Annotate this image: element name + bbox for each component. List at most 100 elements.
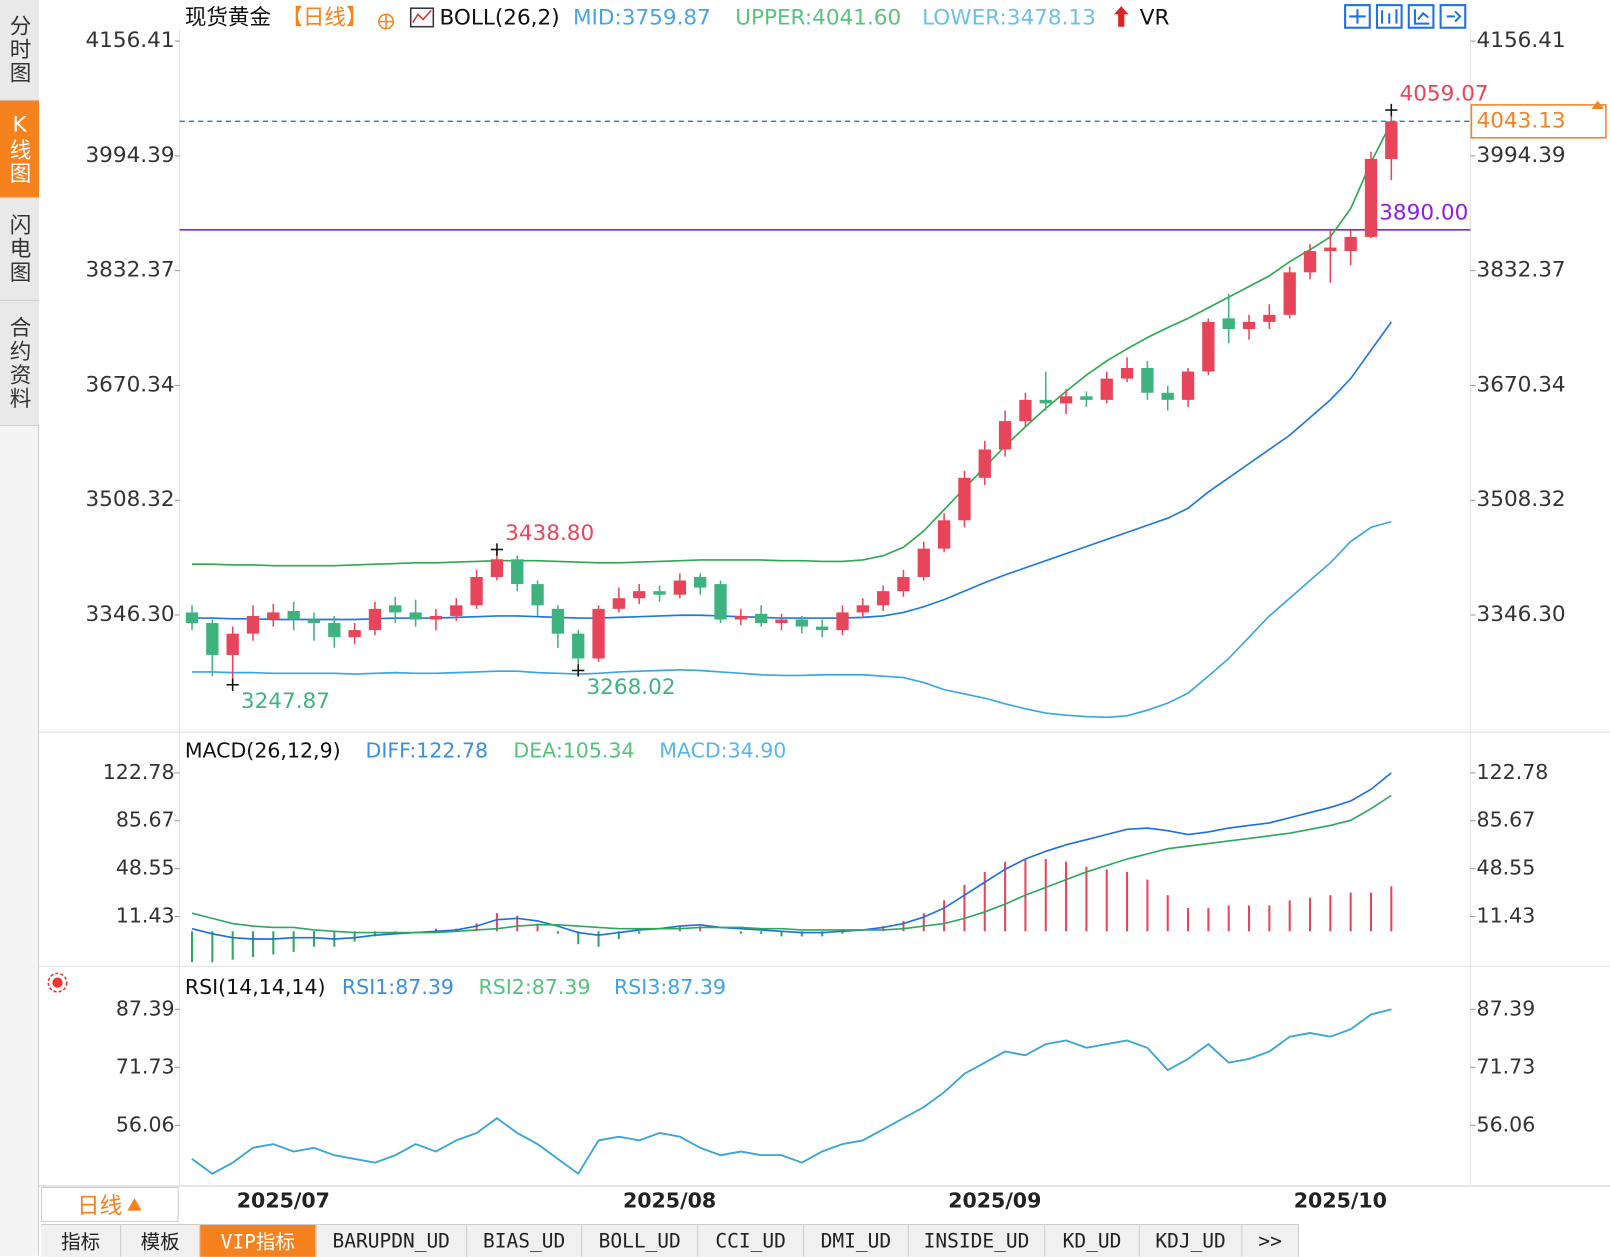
settings-icon[interactable] [47, 972, 68, 993]
y-tick-label: 3346.30 [85, 602, 174, 627]
tab[interactable]: BARUPDN_UD [316, 1224, 468, 1257]
tab[interactable]: KD_UD [1045, 1224, 1140, 1257]
side-tab[interactable]: 合约资料 [0, 300, 40, 427]
candle-body [1141, 367, 1154, 393]
candle-body [450, 605, 463, 616]
candle-body [185, 612, 199, 624]
legend-rsi2: RSI2:87.39 [478, 975, 590, 999]
period-label[interactable]: 【日线】 [281, 5, 367, 30]
secondary-indicator[interactable]: VR [1140, 5, 1170, 30]
candle-body [328, 623, 341, 638]
candle-body [592, 608, 605, 659]
side-panel [0, 426, 40, 1256]
tab[interactable]: BOLL_UD [582, 1224, 699, 1257]
candle-body [1039, 399, 1052, 404]
candle-body [1080, 396, 1093, 400]
vr-arrow-icon[interactable] [1114, 6, 1129, 27]
y-tick-label: 48.55 [116, 856, 175, 880]
tab[interactable]: INSIDE_UD [909, 1224, 1046, 1257]
candle-body [389, 605, 402, 613]
candle-body [1059, 396, 1073, 404]
y-tick-label: 3832.37 [85, 258, 174, 283]
candle-body [775, 619, 788, 624]
candle-body [856, 605, 869, 613]
candle-body [551, 608, 565, 634]
caret-icon [127, 1198, 142, 1211]
last-price-label: 4043.13 [1477, 108, 1566, 133]
tab[interactable]: BIAS_UD [467, 1224, 583, 1257]
tab[interactable]: DMI_UD [804, 1224, 909, 1257]
x-tick-label: 2025/07 [237, 1188, 330, 1212]
y-tick-label-right: 3670.34 [1477, 372, 1566, 397]
tab[interactable]: VIP指标 [200, 1224, 317, 1257]
candle-body [1222, 318, 1235, 330]
y-tick-label-right: 3346.30 [1477, 602, 1566, 627]
candle-body [368, 608, 382, 631]
candle-body [1283, 272, 1296, 315]
candle-body [1181, 371, 1195, 400]
legend-rsi1: RSI1:87.39 [342, 975, 454, 999]
side-tab[interactable]: 闪电图 [0, 198, 40, 301]
candle-body [1263, 314, 1276, 322]
macd-title: MACD(26,12,9) [185, 739, 341, 763]
y-tick-label: 3508.32 [85, 487, 174, 512]
macd-line [191, 772, 1392, 940]
side-tab[interactable]: K线图 [0, 100, 40, 199]
legend-macd: MACD:34.90 [659, 739, 786, 763]
y-tick-label-right: 85.67 [1477, 808, 1536, 832]
y-tick-label: 4156.41 [85, 28, 174, 53]
period-text: 日线 [76, 1194, 123, 1220]
boll-line [192, 321, 1392, 621]
tab[interactable]: KDJ_UD [1140, 1224, 1243, 1257]
y-tick-label-right: 4156.41 [1477, 28, 1566, 53]
candle-body [653, 591, 666, 595]
candle-body [673, 580, 687, 595]
rsi-line [191, 1008, 1392, 1175]
boll-line [192, 520, 1392, 719]
y-tick-label-right: 3994.39 [1477, 143, 1566, 168]
legend-diff: DIFF:122.78 [366, 739, 489, 763]
candle-body [246, 615, 260, 634]
period-button[interactable]: 日线 [41, 1186, 179, 1222]
y-tick-label-right: 11.43 [1477, 904, 1536, 928]
add-icon[interactable] [378, 13, 395, 30]
candle-body [409, 612, 422, 620]
bottom-tabs: 指标 模板 VIP指标 BARUPDN_UD BIAS_UD BOLL_UD C… [41, 1223, 1299, 1257]
y-tick-label-right: 71.73 [1477, 1054, 1536, 1078]
y-tick-label-right: 3508.32 [1477, 487, 1566, 512]
macd-line [191, 794, 1392, 934]
legend-rsi3: RSI3:87.39 [614, 975, 726, 999]
side-tab[interactable]: 分时图 [0, 0, 40, 101]
toolbar-icons[interactable] [1344, 4, 1467, 29]
indicator-icon[interactable] [409, 7, 435, 28]
tab[interactable]: 模板 [121, 1224, 201, 1257]
annotation-label: 3438.80 [505, 521, 594, 546]
legend-upper: UPPER:4041.60 [735, 5, 901, 30]
candle-body [531, 584, 544, 606]
boll-line [192, 122, 1393, 567]
y-tick-label: 3994.39 [85, 143, 174, 168]
y-tick-label-right: 3832.37 [1477, 258, 1566, 283]
candle-body [348, 630, 361, 638]
candle-body [287, 610, 300, 620]
y-tick-label: 56.06 [116, 1112, 175, 1136]
candle-body [714, 584, 727, 620]
tab[interactable]: >> [1242, 1224, 1299, 1257]
candle-body [1324, 247, 1337, 252]
candle-body [734, 615, 748, 620]
y-tick-label-right: 48.55 [1477, 856, 1536, 880]
legend-dea: DEA:105.34 [513, 739, 634, 763]
y-tick-label: 3670.34 [85, 372, 174, 397]
y-tick-label: 11.43 [116, 904, 175, 928]
candle-body [1202, 321, 1215, 372]
candle-body [1120, 367, 1134, 379]
tab[interactable]: 指标 [41, 1224, 122, 1257]
annotation-label: 3268.02 [586, 675, 675, 700]
candle-body [206, 623, 219, 655]
tab[interactable]: CCI_UD [698, 1224, 804, 1257]
candle-body [1100, 378, 1113, 400]
candle-body [897, 576, 910, 592]
y-tick-label: 122.78 [103, 760, 175, 784]
